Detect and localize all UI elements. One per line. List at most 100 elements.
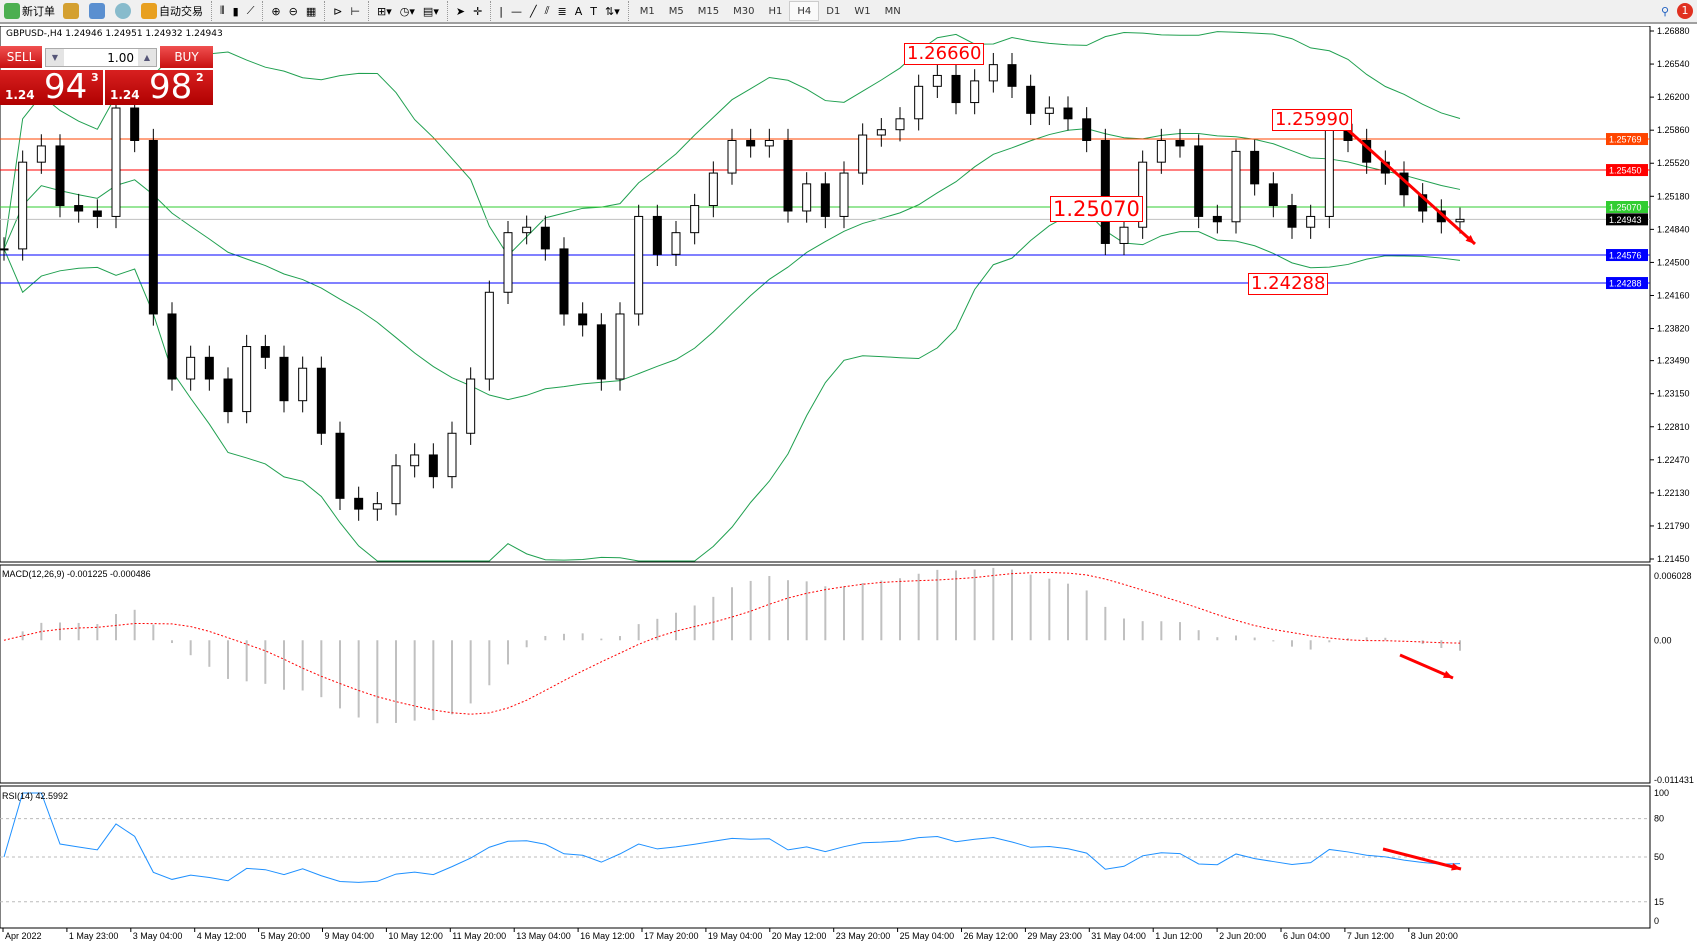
candle-bullish [690,205,700,234]
fibonacci-icon[interactable]: ≣ [557,4,567,18]
timeframe-w1[interactable]: W1 [854,5,871,17]
signal-icon [115,3,131,19]
candle-bearish [428,454,438,478]
candle-bullish [298,367,308,402]
sell-price[interactable]: 1.24 94 3 [0,70,103,105]
time-axis-label: 1 Jun 12:00 [1155,931,1202,941]
zoom-out-icon[interactable]: ⊖ [288,4,298,18]
price-line-label: 1.24288 [1609,279,1642,289]
text-label-icon[interactable]: T [590,4,598,18]
time-axis-label: 4 May 12:00 [197,931,247,941]
timeframe-h4[interactable]: H4 [789,1,820,21]
time-axis-label: 17 May 20:00 [644,931,699,941]
time-axis-label: Apr 2022 [5,931,42,941]
macd-pane-frame [0,564,1651,784]
candle-bearish [578,313,588,326]
candle-bullish [615,313,625,380]
candle-bearish [1250,150,1260,185]
chart-area[interactable]: 1.26880 1.26540 1.26200 1.25860 1.25520 1.251… [0,26,1697,943]
timeframe-m1[interactable]: M1 [639,5,655,17]
timeframe-m30[interactable]: M30 [733,5,755,17]
vertical-line-icon[interactable]: | [499,4,503,18]
price-line-tag [1606,201,1648,213]
candle-bearish [92,210,102,217]
candle-bullish [1231,150,1241,223]
buy-price[interactable]: 1.24 98 2 [105,70,213,105]
buy-button[interactable]: BUY [160,46,213,68]
rsi-axis-label: 15 [1654,897,1664,907]
candle-bearish [820,183,830,217]
time-axis-label: 10 May 12:00 [388,931,443,941]
timeframe-mn[interactable]: MN [884,5,901,17]
history-button[interactable] [59,0,85,22]
lot-decrease-button[interactable]: ▼ [46,49,64,66]
candle-bullish [372,503,382,510]
notification-badge[interactable]: 1 [1673,0,1697,22]
chart-shift-icon[interactable]: ⊢ [350,4,361,18]
candle-bearish [204,356,214,380]
timeframe-m5[interactable]: M5 [668,5,684,17]
equidistant-channel-icon[interactable]: ⫽ [544,4,550,17]
trendline-icon[interactable]: ╱ [530,4,537,18]
crosshair-icon[interactable]: ✛ [473,4,483,18]
time-axis-label: 29 May 23:00 [1027,931,1082,941]
cursor-icon[interactable]: ➤ [455,4,466,18]
search-icon[interactable]: ⚲ [1660,4,1669,18]
timeframe-d1[interactable]: D1 [826,5,841,17]
new-order-icon [4,3,20,19]
lot-increase-button[interactable]: ▲ [138,49,156,66]
new-order-button[interactable]: 新订单 [0,0,59,22]
price-axis-label: 1.23820 [1657,324,1690,334]
trend-arrow [1346,128,1477,246]
timeframe-m15[interactable]: M15 [697,5,720,17]
periods-clock-icon[interactable]: ◷▾ [399,4,415,18]
rsi-axis-label: 0 [1654,916,1659,926]
bollinger-middle-band [3,128,1461,401]
candle-bullish [0,248,9,251]
signals-button[interactable] [111,0,137,22]
candle-bullish [671,232,681,255]
candle-bullish [858,134,868,174]
candle-bearish [1268,183,1278,207]
candle-bearish [260,346,270,358]
candle-bullish [484,291,494,380]
price-line-tag [1606,133,1648,146]
text-icon[interactable]: A [574,4,583,18]
macd-trend-arrow [1399,653,1454,680]
zoom-in-icon[interactable]: ⊕ [271,4,281,18]
price-annotation[interactable]: 1.24288 [1248,273,1329,295]
candle-bullish [634,215,644,315]
price-line-tag [1606,213,1648,226]
price-annotation[interactable]: 1.26660 [904,43,985,65]
line-chart-button[interactable]: ⟋ [246,4,255,17]
candle-bullish [988,64,998,82]
price-axis-label: 1.22130 [1657,488,1690,498]
candle-bullish [447,432,457,478]
indicators-icon[interactable]: ⊞▾ [377,4,392,18]
candle-bearish [148,139,158,315]
time-axis-label: 26 May 12:00 [964,931,1019,941]
candle-chart-button[interactable]: ▮ [232,4,239,18]
templates-icon[interactable]: ▤▾ [422,4,439,18]
timeframe-h1[interactable]: H1 [768,5,783,17]
price-line-tag [1606,277,1648,290]
tile-windows-icon[interactable]: ▦ [305,4,317,18]
terminal-button[interactable] [85,0,111,22]
timeframe-bar: M1 M5 M15 M30 H1 H4 D1 W1 MN [633,1,908,21]
candle-bullish [111,107,121,217]
price-axis-label: 1.24160 [1657,290,1690,300]
bar-chart-button[interactable]: ⫴ [220,4,225,17]
candle-bullish [727,139,737,174]
candle-bullish [914,85,924,120]
price-annotation[interactable]: 1.25990 [1272,109,1353,131]
candle-bearish [540,226,550,250]
candle-bullish [1156,139,1166,163]
price-axis-label: 1.23490 [1657,356,1690,366]
lot-size-input[interactable]: ▼ 1.00 ▲ [45,48,157,67]
arrows-icon[interactable]: ⇅▾ [605,4,620,18]
price-annotation[interactable]: 1.25070 [1050,196,1143,222]
autoscroll-icon[interactable]: ⊳ [333,4,343,18]
horizontal-line-icon[interactable]: — [511,4,522,18]
sell-button[interactable]: SELL [0,46,42,68]
auto-trading-button[interactable]: 自动交易 [137,0,207,22]
